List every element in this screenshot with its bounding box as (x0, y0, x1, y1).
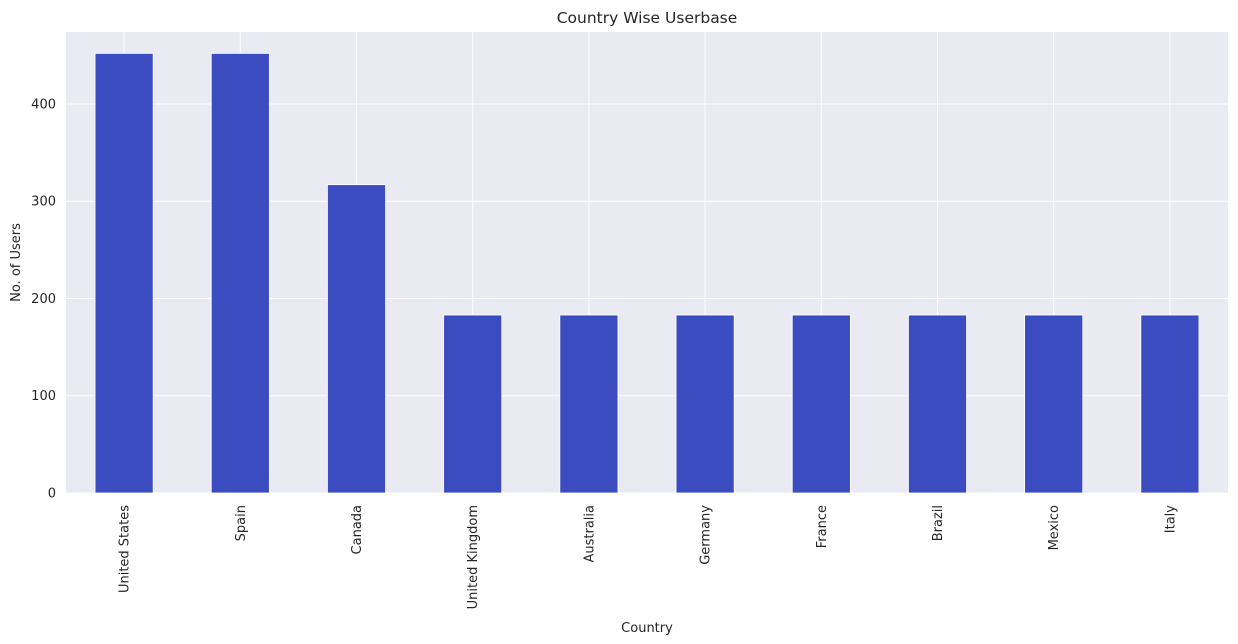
bar (94, 52, 154, 494)
x-tick-label: Brazil (931, 505, 946, 541)
y-tick-label: 300 (31, 195, 56, 210)
bar (908, 314, 967, 494)
x-tick-label: United Kingdom (466, 505, 481, 609)
bar (443, 314, 503, 494)
bars (94, 52, 1200, 494)
bar (1140, 314, 1200, 494)
y-axis-ticks: 0 100 200 300 400 (31, 97, 56, 501)
x-tick-label: Australia (582, 505, 597, 563)
bar (327, 184, 386, 494)
bar (1024, 314, 1084, 494)
bar (791, 314, 851, 494)
chart-title: Country Wise Userbase (557, 9, 738, 27)
x-axis-ticks: United States Spain Canada United Kingdom Au… (118, 505, 1179, 610)
y-tick-label: 200 (31, 292, 56, 307)
y-tick-label: 0 (48, 487, 56, 502)
bar (210, 52, 270, 494)
bar (675, 314, 735, 494)
x-axis-label: Country (621, 621, 673, 636)
y-axis-label: No. of Users (9, 223, 24, 302)
x-tick-label: Italy (1163, 505, 1178, 534)
y-tick-label: 400 (31, 97, 56, 112)
x-tick-label: Spain (234, 505, 249, 541)
x-tick-label: Germany (699, 505, 714, 565)
x-tick-label: Mexico (1047, 505, 1062, 550)
x-tick-label: United States (118, 505, 133, 593)
y-tick-label: 100 (31, 389, 56, 404)
x-tick-label: Canada (350, 505, 365, 554)
bar (559, 314, 619, 494)
x-tick-label: France (815, 505, 830, 548)
